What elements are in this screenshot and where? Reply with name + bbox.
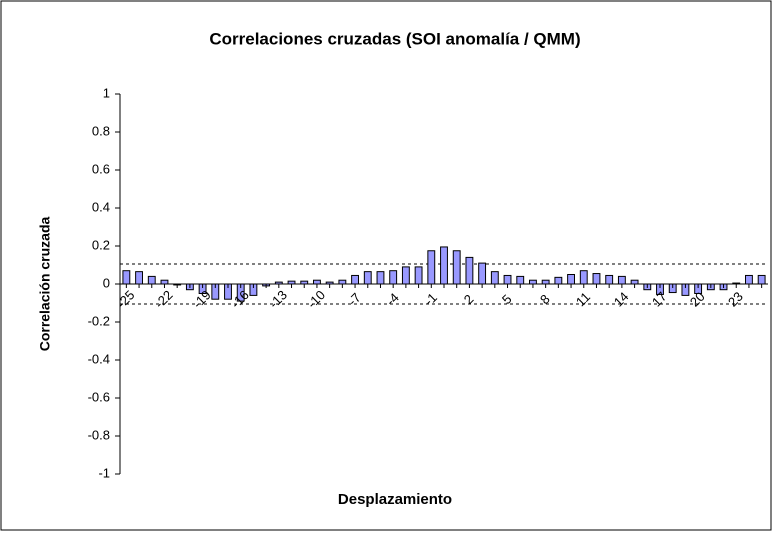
y-tick-label: 0.6 <box>92 161 110 176</box>
bar <box>554 276 563 285</box>
y-tick-label: -0.4 <box>88 351 110 366</box>
bar <box>567 274 575 285</box>
bar <box>745 274 753 285</box>
bar <box>401 266 410 285</box>
bar <box>135 271 143 285</box>
bar <box>363 271 372 285</box>
bar <box>516 275 525 285</box>
bar <box>389 270 398 285</box>
bar <box>605 274 614 285</box>
bar <box>147 275 156 285</box>
bar <box>478 262 487 285</box>
bar <box>617 275 626 285</box>
bar <box>529 279 537 285</box>
bar <box>452 250 461 285</box>
bar <box>503 274 512 285</box>
y-tick-label: -1 <box>98 465 110 480</box>
bar <box>630 279 639 285</box>
bar <box>414 266 423 285</box>
bar <box>490 271 499 285</box>
bar <box>465 256 474 285</box>
bar <box>351 274 359 285</box>
y-tick-label: 1 <box>103 85 110 100</box>
bar <box>313 279 321 285</box>
y-tick-label: 0.8 <box>92 123 110 138</box>
y-tick-label: 0.2 <box>92 237 110 252</box>
bar <box>757 274 766 285</box>
bar <box>440 246 448 285</box>
y-tick-label: -0.2 <box>88 313 110 328</box>
bar <box>541 279 550 285</box>
y-tick-label: 0 <box>103 275 110 290</box>
y-axis-label: Correlación cruzada <box>37 216 53 351</box>
bar <box>160 279 169 285</box>
bar <box>122 270 131 285</box>
y-tick-label: -0.8 <box>88 427 110 442</box>
bar <box>579 270 588 285</box>
y-tick-label: -0.6 <box>88 389 110 404</box>
x-axis-label: Desplazamiento <box>338 491 452 508</box>
bar <box>376 271 385 285</box>
y-tick-label: 0.4 <box>92 199 110 214</box>
bar <box>338 279 347 285</box>
bar <box>592 273 601 285</box>
chart-title: Correlaciones cruzadas (SOI anomalía / Q… <box>209 29 580 48</box>
bar <box>427 250 436 285</box>
